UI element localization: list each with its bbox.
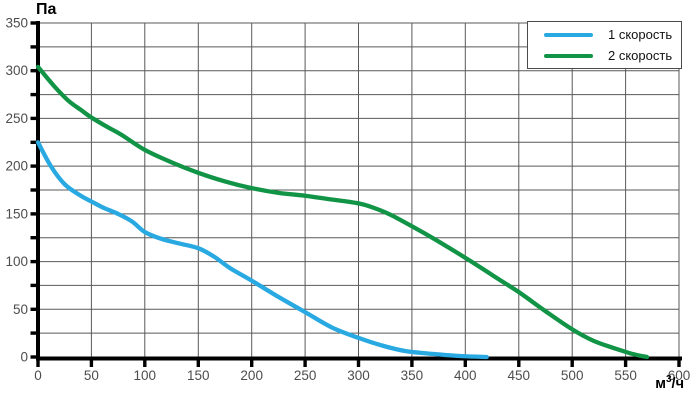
svg-text:350: 350 <box>5 16 28 31</box>
x-unit-base: м <box>655 375 666 392</box>
svg-text:50: 50 <box>13 302 28 317</box>
x-unit-superscript: 3 <box>665 374 672 385</box>
legend-label-speed1: 1 скорость <box>608 27 673 42</box>
svg-text:600: 600 <box>668 368 691 383</box>
legend-item-speed1: 1 скорость <box>544 28 681 41</box>
svg-text:400: 400 <box>454 368 477 383</box>
x-unit-rest: /ч <box>671 375 684 392</box>
x-axis-unit-label: м3/ч <box>655 374 684 392</box>
svg-text:150: 150 <box>187 368 210 383</box>
svg-text:500: 500 <box>561 368 584 383</box>
legend-label-speed2: 2 скорость <box>608 48 673 63</box>
svg-text:300: 300 <box>347 368 370 383</box>
legend: 1 скорость 2 скорость <box>527 21 682 69</box>
y-axis-unit-label: Па <box>36 1 57 18</box>
svg-text:200: 200 <box>240 368 263 383</box>
svg-text:100: 100 <box>5 254 28 269</box>
svg-text:250: 250 <box>5 111 28 126</box>
svg-text:200: 200 <box>5 159 28 174</box>
svg-text:100: 100 <box>134 368 157 383</box>
speed1-line-swatch <box>544 32 593 37</box>
svg-text:0: 0 <box>34 368 42 383</box>
svg-text:350: 350 <box>401 368 424 383</box>
svg-text:250: 250 <box>294 368 317 383</box>
legend-item-speed2: 2 скорость <box>544 49 681 62</box>
speed2-line-swatch <box>544 53 593 58</box>
svg-text:550: 550 <box>614 368 637 383</box>
svg-text:0: 0 <box>20 350 28 365</box>
svg-text:50: 50 <box>84 368 99 383</box>
svg-text:450: 450 <box>508 368 531 383</box>
svg-text:150: 150 <box>5 206 28 221</box>
svg-text:300: 300 <box>5 63 28 78</box>
